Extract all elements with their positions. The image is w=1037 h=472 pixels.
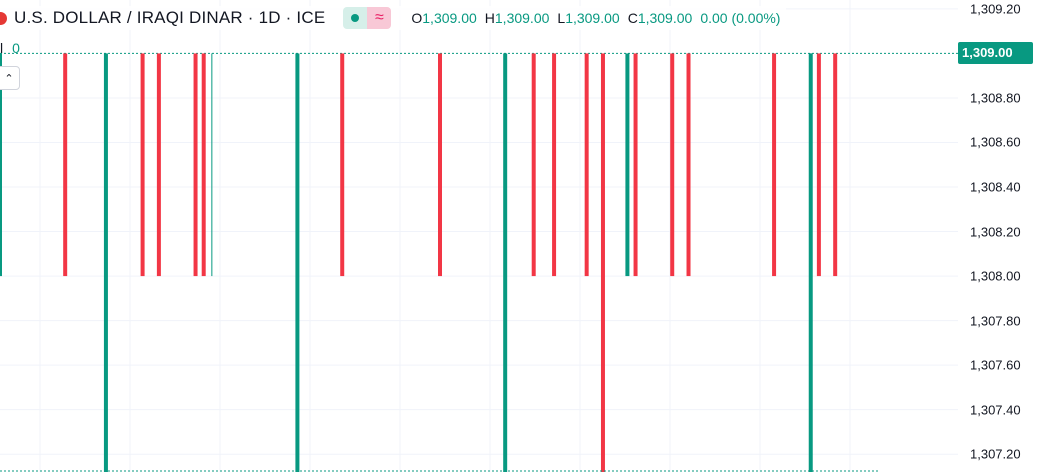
candle xyxy=(625,53,630,277)
candle xyxy=(211,53,213,277)
candle xyxy=(140,53,145,277)
symbol-legend: U.S. DOLLAR / IRAQI DINAR · 1D · ICE ≈ O… xyxy=(0,6,787,30)
price-tick-label: 1,309.20 xyxy=(970,1,1021,17)
candle xyxy=(0,53,2,277)
volume-label[interactable]: l xyxy=(0,40,4,56)
candle xyxy=(531,53,536,277)
candle xyxy=(201,53,206,277)
symbol-flag-icon xyxy=(0,6,14,30)
price-tick-label: 1,307.20 xyxy=(970,446,1021,462)
candle xyxy=(633,53,638,277)
ohlc-values: O 1,309.00 H 1,309.00 L 1,309.00 C 1,309.00 … xyxy=(411,10,780,26)
candle xyxy=(600,53,605,472)
candle xyxy=(833,53,838,277)
candle xyxy=(552,53,557,277)
candle xyxy=(193,53,198,277)
price-tick-label: 1,308.00 xyxy=(970,268,1021,284)
market-open-dot-icon[interactable] xyxy=(343,7,368,29)
candle xyxy=(340,53,345,277)
close-value: 1,309.00 xyxy=(637,10,693,26)
volume-value: 0 xyxy=(12,40,20,56)
high-value: 1,309.00 xyxy=(494,10,550,26)
volume-legend: l 0 xyxy=(0,40,20,56)
low-value: 1,309.00 xyxy=(565,10,620,26)
chevron-up-icon: ⌃ xyxy=(4,72,14,85)
candle xyxy=(816,53,821,277)
candle xyxy=(670,53,675,277)
low-label: L xyxy=(557,10,566,26)
price-tick-label: 1,308.60 xyxy=(970,134,1021,150)
market-status-pill[interactable]: ≈ xyxy=(343,7,392,29)
candle xyxy=(438,53,442,277)
current-price-tag: 1,309.00 xyxy=(958,42,1033,65)
candlestick-chart[interactable] xyxy=(0,0,958,472)
price-tick-label: 1,308.40 xyxy=(970,179,1021,195)
candle xyxy=(584,53,589,277)
open-label: O xyxy=(411,10,423,26)
chart-pane[interactable]: U.S. DOLLAR / IRAQI DINAR · 1D · ICE ≈ O… xyxy=(0,0,958,472)
close-label: C xyxy=(627,10,638,26)
candle xyxy=(63,53,68,277)
symbol-title[interactable]: U.S. DOLLAR / IRAQI DINAR · 1D · ICE xyxy=(14,8,326,27)
price-tick-label: 1,307.80 xyxy=(970,313,1021,329)
price-tick-label: 1,308.80 xyxy=(970,90,1021,106)
candle xyxy=(156,53,161,277)
price-tick-label: 1,307.60 xyxy=(970,357,1021,373)
high-label: H xyxy=(484,10,495,26)
delayed-data-icon[interactable]: ≈ xyxy=(367,7,392,29)
collapse-legend-button[interactable]: ⌃ xyxy=(0,66,20,90)
open-value: 1,309.00 xyxy=(422,10,477,26)
price-tick-label: 1,307.40 xyxy=(970,402,1021,418)
candle xyxy=(772,53,777,277)
price-tick-label: 1,308.20 xyxy=(970,224,1021,240)
candle xyxy=(686,53,691,277)
change-value: 0.00 (0.00%) xyxy=(700,10,781,26)
price-axis[interactable]: 1,309.20 1,308.80 1,308.60 1,308.40 1,308.20… xyxy=(958,0,1037,472)
